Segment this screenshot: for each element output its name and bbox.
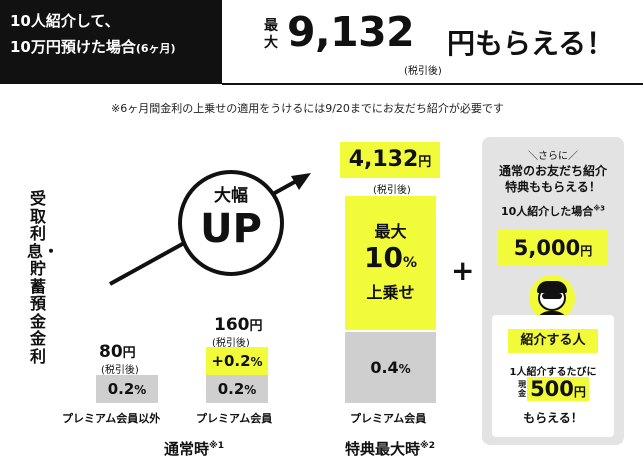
cash-unit: 円 xyxy=(573,385,586,399)
bar3-bonus-rate-row: 10% xyxy=(345,242,436,279)
bar3-category: プレミアム会員 xyxy=(350,412,427,425)
bar1-amount: 80円 xyxy=(99,342,136,362)
header-box: 10人紹介して、 10万円預けた場合(6ヶ月) xyxy=(0,0,222,84)
bar2-bonus-pct: % xyxy=(250,355,263,369)
cash-label-1: 現 xyxy=(518,380,527,389)
headline-unit: 円もらえる！ xyxy=(447,27,615,60)
headline-amount: 9,132 xyxy=(287,8,415,56)
cash-row: 現金 500円 xyxy=(492,377,614,401)
bonus-detail-card: 紹介する人 1人紹介するたびに 現金 500円 もらえる！ xyxy=(492,315,614,437)
bar2-category: プレミアム会員 xyxy=(196,412,273,425)
group-normal-label: 通常時 xyxy=(164,440,210,458)
cash-label: 現金 xyxy=(517,380,527,398)
bonus-condition: 10人紹介した場合※3 xyxy=(482,203,624,219)
group-max-note: ※2 xyxy=(420,441,436,451)
bar1-pct: % xyxy=(134,383,147,397)
person-label: 紹介する人 xyxy=(508,329,598,353)
headline-tax-note: (税引後) xyxy=(404,66,442,77)
group-normal: 通常時※1 xyxy=(164,438,224,459)
bar3-tax: (税引後) xyxy=(373,185,411,196)
bar2-bonus: +0.2% xyxy=(206,347,268,375)
footnote: ※6ヶ月間金利の上乗せの適用をうけるには9/20までにお友だち紹介が必要です xyxy=(111,102,504,115)
bar2-bonus-rate: +0.2 xyxy=(211,352,251,370)
bar1-base-rate: 0.2 xyxy=(107,380,135,398)
group-normal-note: ※1 xyxy=(209,441,225,451)
bar1-base: 0.2% xyxy=(96,375,158,403)
bonus-panel: ＼さらに／ 通常のお友だち紹介 特典ももらえる！ 10人紹介した場合※3 5,0… xyxy=(482,137,624,445)
bar1-category: プレミアム会員以外 xyxy=(62,412,161,425)
bonus-amount-value: 5,000 xyxy=(513,236,581,260)
bar3-amount-value: 4,132 xyxy=(348,147,419,172)
bar2-base-rate: 0.2 xyxy=(217,380,245,398)
bonus-detail-1: 1人紹介するたびに xyxy=(509,367,597,378)
bar2-base: 0.2% xyxy=(206,375,268,403)
bonus-title-1: 通常のお友だち紹介 xyxy=(498,164,607,178)
bar3-amount: 4,132円 xyxy=(340,142,440,178)
cash-label-2: 金 xyxy=(518,389,527,398)
bar2-tax: (税引後) xyxy=(212,338,250,349)
cash-amount: 500円 xyxy=(527,377,589,401)
header-line-2-text: 10万円預けた場合 xyxy=(10,38,136,56)
plus-sign: + xyxy=(451,254,475,287)
header-period: (6ヶ月) xyxy=(135,42,176,55)
big-up-badge: 大幅 UP xyxy=(178,170,284,276)
bonus-amount-unit: 円 xyxy=(580,244,593,258)
bar2-pct: % xyxy=(244,383,257,397)
header-line-1: 10人紹介して、 xyxy=(10,12,120,30)
bar3-base-rate: 0.4 xyxy=(370,358,399,377)
bar3-pct: % xyxy=(398,362,411,376)
bar3-bonus-label-1: 最大 xyxy=(374,222,407,241)
bonus-title: 通常のお友だち紹介 特典ももらえる！ xyxy=(482,163,624,195)
bonus-detail-2: もらえる！ xyxy=(523,411,583,425)
group-max: 特典最大時※2 xyxy=(345,438,435,459)
bar1-tax: (税引後) xyxy=(101,365,139,376)
bar2-amount-value: 160 xyxy=(214,315,250,335)
bar3-base: 0.4% xyxy=(345,332,436,403)
bar3-bonus-rate: 10 xyxy=(364,241,403,274)
bar3-bonus-pct: % xyxy=(402,255,417,271)
bar2-amount-unit: 円 xyxy=(249,319,263,334)
bar1-amount-unit: 円 xyxy=(122,346,136,361)
bonus-condition-text: 10人紹介した場合 xyxy=(501,205,594,218)
headline-max-label: 最大 xyxy=(264,18,278,51)
bar3-bonus: 最大 10% 上乗せ xyxy=(345,196,436,330)
bar3-bonus-label-2: 上乗せ xyxy=(366,283,415,302)
bar3-amount-unit: 円 xyxy=(418,155,432,170)
header-divider xyxy=(222,83,643,85)
header-line-2: 10万円預けた場合(6ヶ月) xyxy=(10,34,222,62)
bar1-amount-value: 80 xyxy=(99,342,123,362)
group-max-label: 特典最大時 xyxy=(345,440,421,458)
cash-amount-value: 500 xyxy=(530,377,574,401)
bonus-title-2: 特典ももらえる！ xyxy=(505,180,601,194)
badge-line-2: UP xyxy=(200,206,262,252)
bonus-condition-note: ※3 xyxy=(593,204,605,213)
bonus-amount: 5,000円 xyxy=(498,230,608,266)
bonus-sub: ＼さらに／ xyxy=(528,151,578,162)
badge-line-1: 大幅 xyxy=(214,186,248,206)
bar2-amount: 160円 xyxy=(214,315,263,335)
